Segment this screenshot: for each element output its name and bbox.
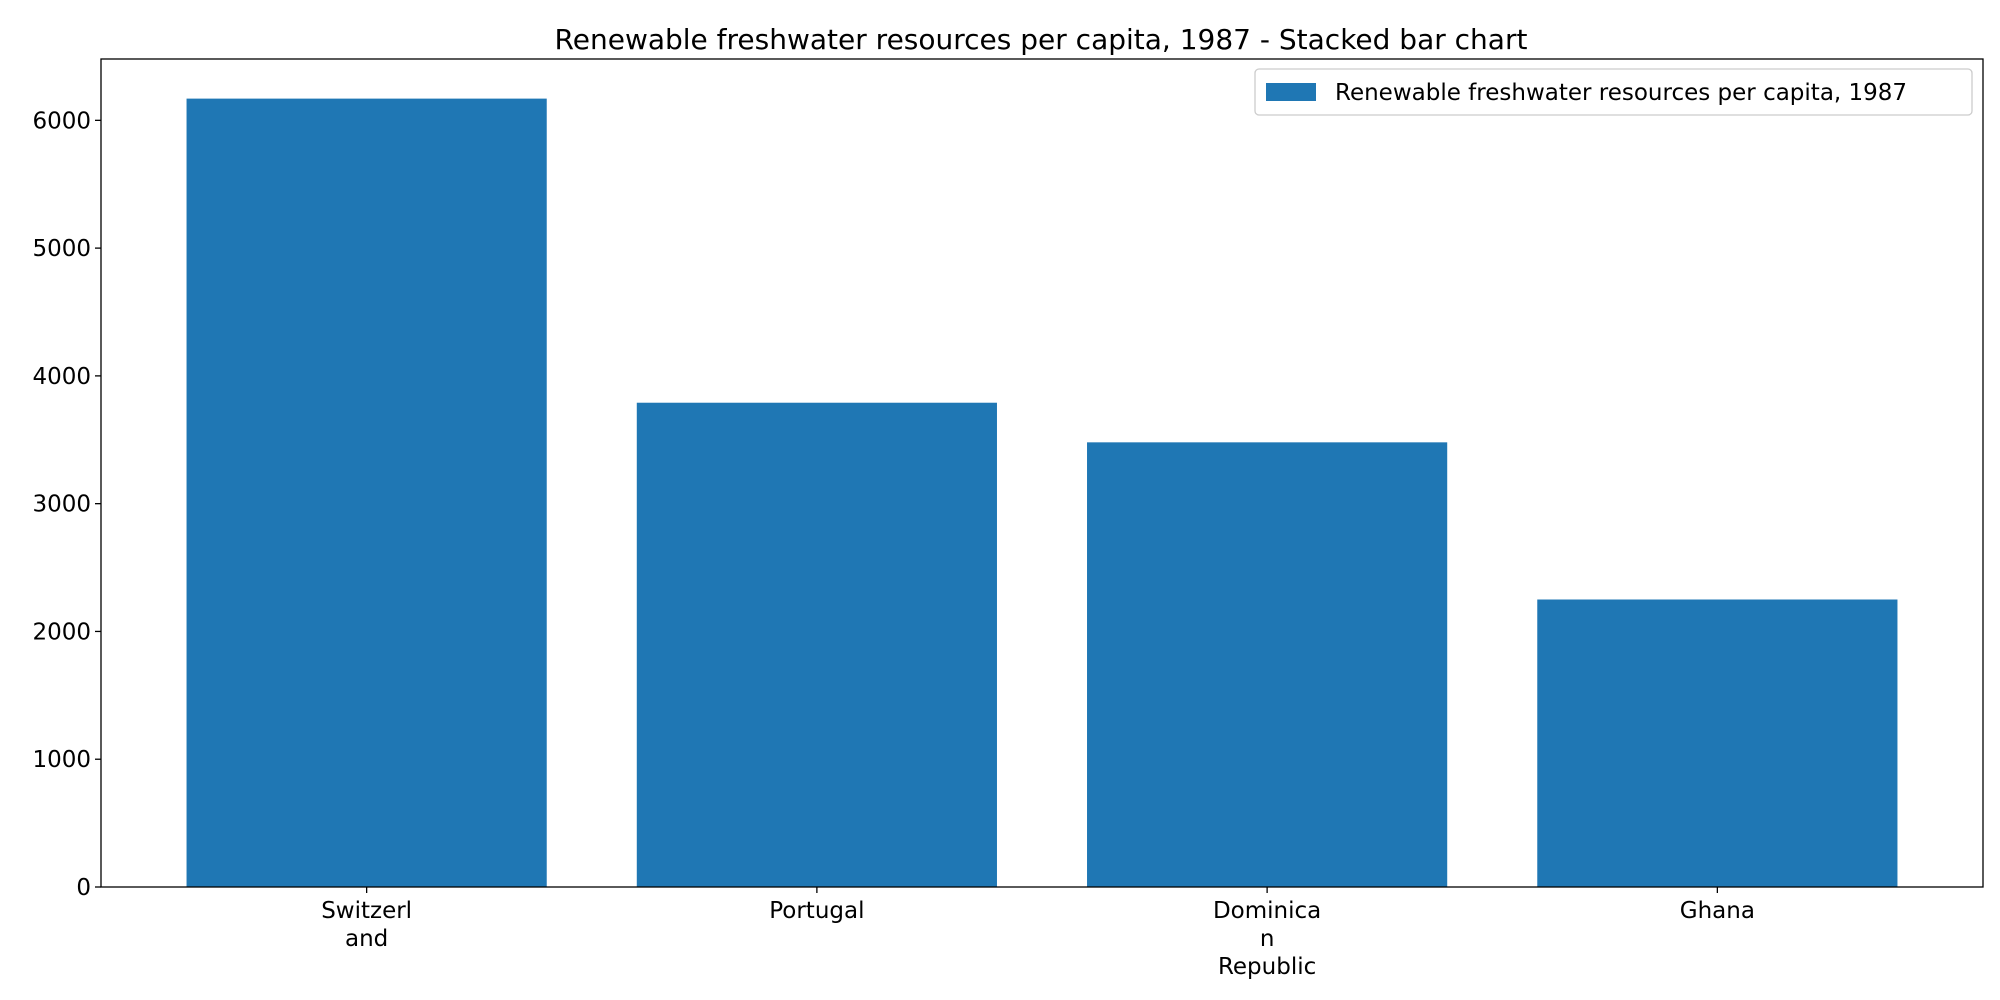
bar-portugal [636, 402, 997, 887]
legend-box [1254, 68, 1973, 116]
plot-frame [100, 58, 1984, 888]
bar-dominican-republic [1087, 442, 1448, 887]
y-tick-label: 2000 [32, 619, 91, 645]
x-tick-label: Portugal [769, 898, 864, 924]
y-tick-label: 4000 [32, 364, 91, 390]
y-tick-label: 5000 [32, 236, 91, 262]
bar-ghana [1537, 599, 1898, 887]
y-tick-label: 6000 [32, 108, 91, 134]
legend-label: Renewable freshwater resources per capit… [1335, 80, 1907, 106]
bar-switzerland [186, 98, 547, 888]
legend: Renewable freshwater resources per capit… [1254, 68, 1973, 116]
y-tick-label: 1000 [32, 747, 91, 773]
chart-title: Renewable freshwater resources per capit… [555, 23, 1528, 56]
y-axis: 0 1000 2000 3000 4000 5000 6000 [32, 108, 101, 901]
y-tick-label: 0 [76, 875, 91, 901]
y-tick-label: 3000 [32, 492, 91, 518]
x-tick-label: Switzerl and [321, 898, 412, 952]
x-tick-label: Ghana [1680, 898, 1755, 924]
x-tick-label: Dominica n Republic [1213, 898, 1321, 980]
legend-swatch [1266, 83, 1316, 101]
x-axis: Switzerl and Portugal Dominica n Republic Ghan… [321, 887, 1755, 980]
bars-layer [186, 98, 1898, 888]
